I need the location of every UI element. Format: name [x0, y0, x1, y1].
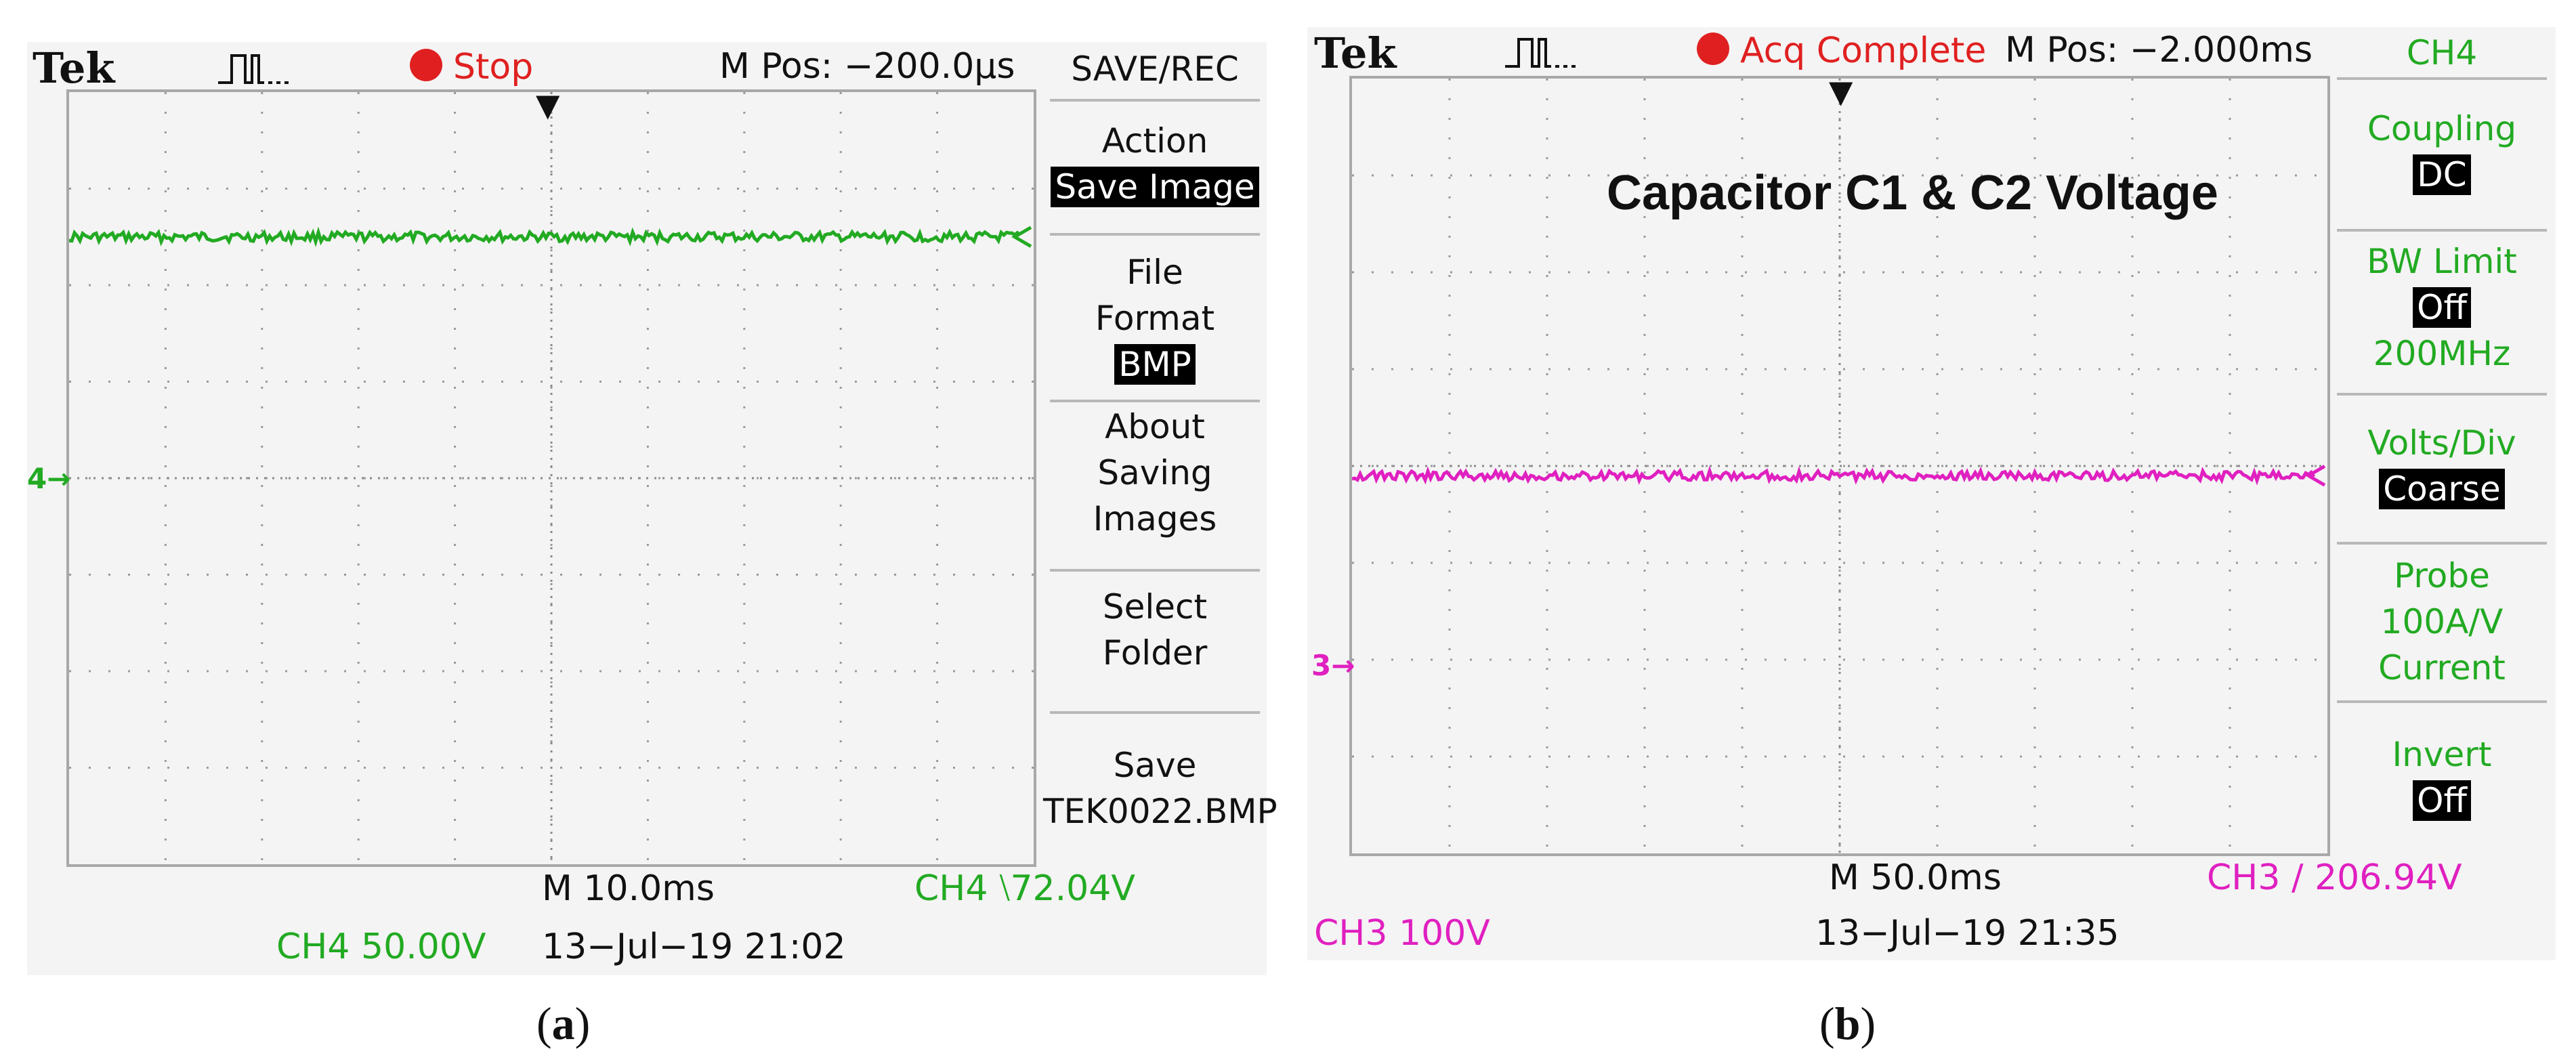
- volts-div-label: Volts/Div: [2367, 423, 2516, 463]
- channel-scale-b: CH3 100V: [1314, 913, 1490, 954]
- menu-title-ch4: CH4: [2406, 33, 2478, 72]
- caption-b: (b): [1819, 998, 1876, 1049]
- file-format-label-1: File: [1126, 253, 1183, 292]
- menu-divider: [1050, 233, 1260, 236]
- save-label: Save: [1113, 746, 1197, 785]
- trigger-readout-a: CH4 ⧵72.04V: [914, 868, 1135, 909]
- waveform-trace: [1352, 465, 2316, 486]
- bw-limit-value-badge: Off: [2413, 287, 2471, 328]
- caption-b-letter: b: [1834, 998, 1861, 1049]
- waveform-plot-a: [69, 92, 1034, 864]
- waveform-plot-b: [1352, 79, 2327, 853]
- acquisition-pulse-icon: [218, 54, 289, 84]
- file-format-menu-item[interactable]: File Format BMP: [1043, 249, 1267, 387]
- stop-indicator-icon: [410, 49, 442, 81]
- trigger-readout-b: CH3 ∕ 206.94V: [2207, 857, 2462, 898]
- trigger-level-arrow-icon: [1011, 226, 1032, 248]
- file-format-value-badge: BMP: [1114, 344, 1196, 385]
- tek-logo-b: Tek: [1314, 28, 1397, 78]
- waveform-title-overlay: Capacitor C1 & C2 Voltage: [1607, 166, 2218, 220]
- volts-div-value-badge: Coarse: [2379, 469, 2505, 509]
- bw-limit-menu-item[interactable]: BW Limit Off 200MHz: [2330, 238, 2554, 377]
- menu-divider: [2337, 229, 2547, 232]
- trigger-position-marker-b: ▼: [1829, 73, 1853, 110]
- datetime-a: 13−Jul−19 21:02: [542, 927, 846, 967]
- coupling-value-badge: DC: [2413, 154, 2471, 195]
- caption-a-letter: a: [551, 998, 575, 1049]
- menu-divider: [1050, 569, 1260, 572]
- run-status-label: Stop: [453, 47, 534, 87]
- timebase-a: M 10.0ms: [542, 868, 715, 909]
- select-folder-menu-item[interactable]: Select Folder: [1043, 584, 1267, 676]
- channel-scale-a: CH4 50.00V: [276, 927, 486, 967]
- probe-value: 100A/V: [2380, 602, 2504, 641]
- trigger-position-marker-a: ▼: [536, 87, 560, 123]
- about-label-3: Images: [1093, 499, 1217, 538]
- about-label-1: About: [1105, 407, 1205, 446]
- scope-b-screen: [1307, 27, 2556, 960]
- coupling-menu-item[interactable]: Coupling DC: [2330, 106, 2554, 198]
- invert-value-badge: Off: [2413, 780, 2471, 821]
- acquisition-pulse-icon: [1505, 38, 1576, 68]
- action-menu-item[interactable]: Action Save Image: [1043, 118, 1267, 210]
- probe-label: Probe: [2394, 556, 2490, 595]
- menu-title-save-rec: SAVE/REC: [1071, 49, 1239, 89]
- bw-limit-frequency: 200MHz: [2373, 334, 2511, 373]
- tek-logo-a: Tek: [33, 43, 115, 93]
- save-rec-menu: SAVE/REC Action Save Image File Format B…: [1043, 42, 1278, 855]
- timebase-b: M 50.0ms: [1829, 857, 2002, 898]
- save-filename: TEK0022.BMP: [1043, 792, 1278, 831]
- select-folder-label-2: Folder: [1102, 633, 1208, 673]
- select-folder-label-1: Select: [1102, 587, 1208, 626]
- menu-divider: [2337, 77, 2547, 80]
- menu-divider: [1050, 99, 1260, 102]
- action-label: Action: [1101, 121, 1208, 161]
- trigger-level-arrow-icon: [2305, 465, 2326, 487]
- run-status-label: Acq Complete: [1740, 30, 1987, 71]
- menu-divider: [1050, 400, 1260, 402]
- waveform-trace: [69, 226, 1021, 247]
- bw-limit-label: BW Limit: [2367, 242, 2517, 281]
- run-status-b: Acq Complete: [1697, 33, 1986, 68]
- waveform-graticule-a: [66, 89, 1036, 867]
- menu-divider: [2337, 700, 2547, 703]
- run-status-a: Stop: [410, 49, 533, 85]
- action-value-badge: Save Image: [1051, 167, 1259, 207]
- ch4-menu: CH4 Coupling DC BW Limit Off 200MHz Volt…: [2330, 27, 2554, 860]
- horizontal-position-b: M Pos: −2.000ms: [2005, 30, 2313, 70]
- probe-menu-item[interactable]: Probe 100A/V Current: [2330, 553, 2554, 691]
- about-saving-images-menu-item[interactable]: About Saving Images: [1043, 404, 1267, 542]
- coupling-label: Coupling: [2367, 109, 2517, 148]
- invert-label: Invert: [2392, 735, 2492, 774]
- menu-divider: [2337, 542, 2547, 545]
- about-label-2: Saving: [1097, 453, 1212, 492]
- menu-divider: [1050, 711, 1260, 714]
- datetime-b: 13−Jul−19 21:35: [1815, 913, 2119, 954]
- file-format-label-2: Format: [1095, 299, 1215, 338]
- waveform-graticule-b: [1349, 76, 2330, 856]
- acquisition-indicator-icon: [1697, 33, 1729, 65]
- channel-ground-marker-b: 3→: [1311, 649, 1355, 682]
- menu-divider: [2337, 393, 2547, 396]
- caption-a: (a): [536, 998, 591, 1049]
- probe-type: Current: [2378, 648, 2506, 687]
- channel-ground-marker-a: 4→: [27, 462, 71, 495]
- horizontal-position-a: M Pos: −200.0µs: [719, 46, 1015, 87]
- volts-div-menu-item[interactable]: Volts/Div Coarse: [2330, 420, 2554, 512]
- save-file-menu-item[interactable]: Save TEK0022.BMP: [1043, 742, 1278, 834]
- invert-menu-item[interactable]: Invert Off: [2330, 731, 2554, 824]
